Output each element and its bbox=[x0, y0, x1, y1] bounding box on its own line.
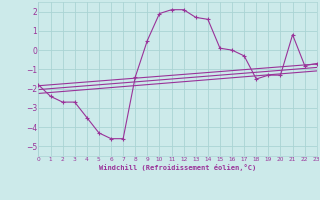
X-axis label: Windchill (Refroidissement éolien,°C): Windchill (Refroidissement éolien,°C) bbox=[99, 164, 256, 171]
